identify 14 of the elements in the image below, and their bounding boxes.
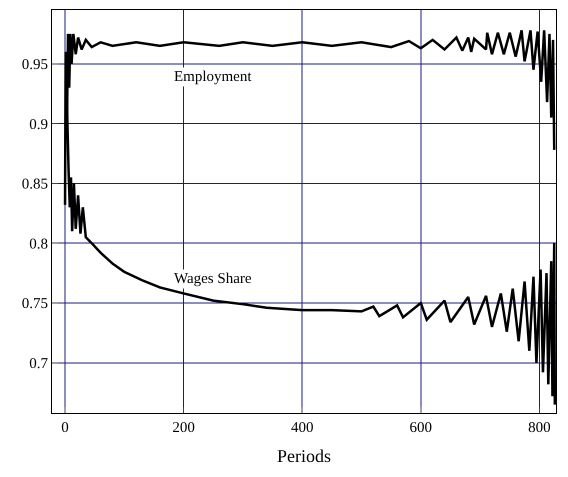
x-tick-label: 600 — [410, 420, 432, 436]
y-tick-label: 0.8 — [29, 236, 48, 252]
y-tick-label: 0.85 — [22, 176, 48, 193]
x-tick-label: 800 — [528, 420, 551, 436]
x-tick-label: 0 — [61, 420, 69, 436]
y-tick-label: 0.7 — [29, 356, 48, 372]
x-axis-title: Periods — [277, 446, 331, 466]
y-tick-label: 0.75 — [22, 296, 48, 312]
x-tick-label: 400 — [290, 420, 314, 436]
series-label: Employment — [174, 69, 252, 85]
series-label: Wages Share — [174, 271, 252, 287]
y-tick-label: 0.95 — [22, 57, 48, 74]
y-tick-label: 0.9 — [29, 116, 48, 133]
x-tick-label: 200 — [172, 420, 195, 436]
